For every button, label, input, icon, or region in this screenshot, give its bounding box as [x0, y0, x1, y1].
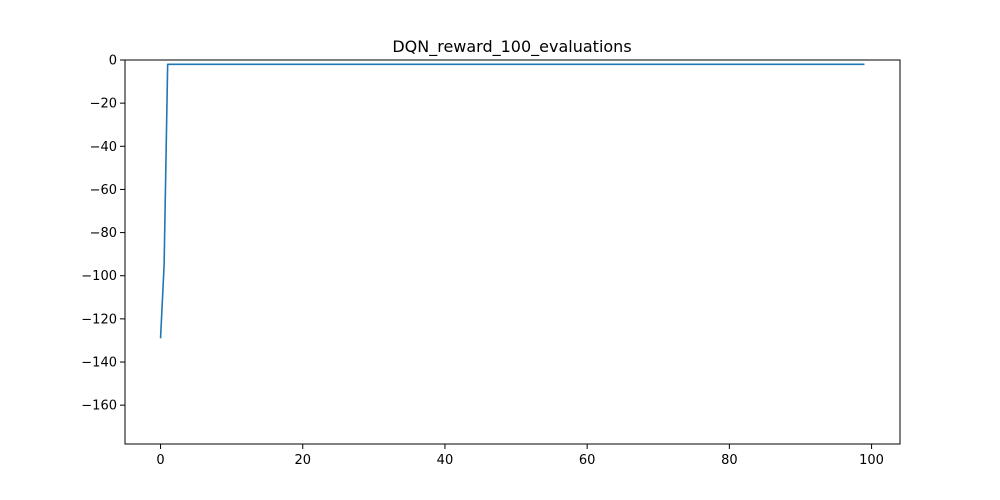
- series-line-0: [159, 63, 865, 339]
- y-tick-label: −40: [90, 140, 117, 155]
- y-tick-label: −160: [81, 399, 117, 414]
- plot-area: 0 20 40 60 80 100 0 −20 −40 −60 −80 −100 −120 −140 −16…: [81, 54, 901, 468]
- y-tick-label: 0: [109, 54, 117, 69]
- x-tick-label: 40: [437, 453, 454, 468]
- y-tick-label: −100: [81, 269, 117, 284]
- y-tick-label: −20: [90, 97, 117, 112]
- x-tick-label: 20: [294, 453, 311, 468]
- y-tick-label: −120: [81, 312, 117, 327]
- x-tick-label: 60: [579, 453, 596, 468]
- y-tick-label: −140: [81, 356, 117, 371]
- x-tick-label: 0: [156, 453, 164, 468]
- chart-title: DQN_reward_100_evaluations: [392, 37, 631, 57]
- axes-frame: [124, 59, 901, 445]
- y-tick-label: −80: [90, 226, 117, 241]
- x-tick-label: 80: [721, 453, 738, 468]
- x-tick-label: 100: [859, 453, 884, 468]
- y-tick-label: −60: [90, 183, 117, 198]
